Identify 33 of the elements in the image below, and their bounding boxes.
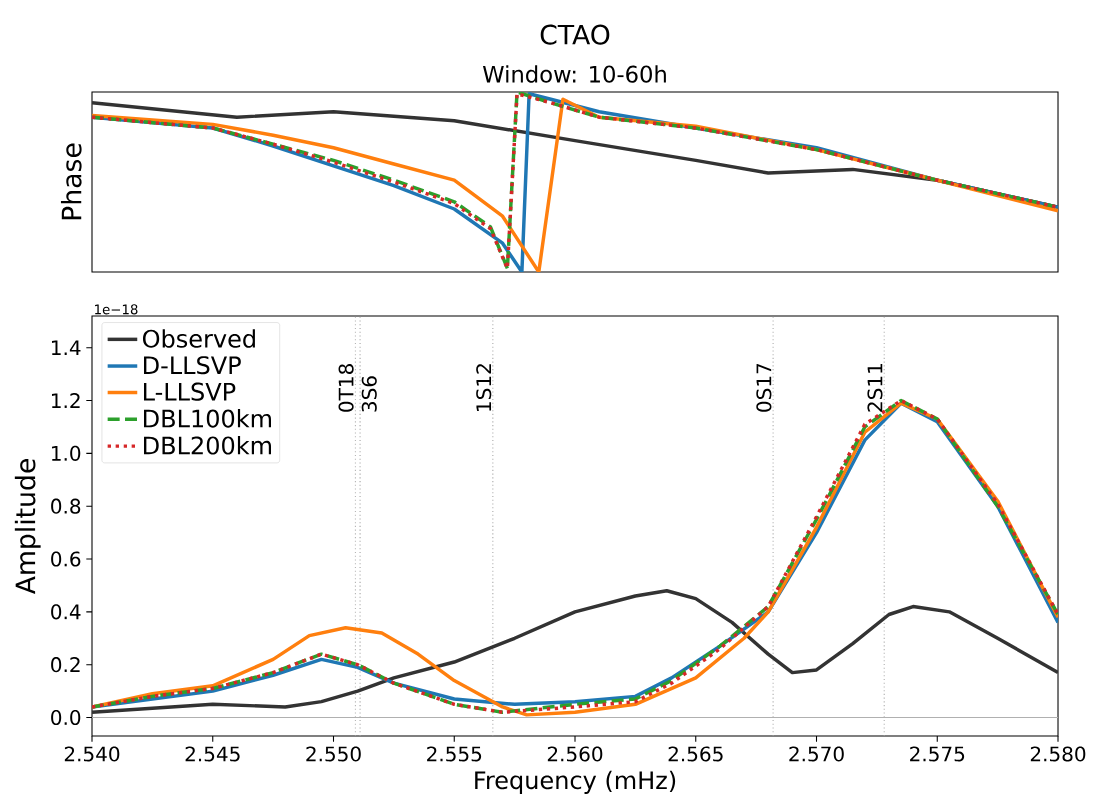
text: 1e−18: [95, 304, 138, 315]
x-tick-label: 2.555: [427, 746, 482, 762]
ref-line-label: 0T18: [338, 364, 354, 412]
legend-label: D-LLSVP: [144, 356, 241, 375]
x-tick-label: 2.575: [910, 746, 965, 762]
y-tick-label: 1.4: [51, 340, 81, 355]
y-axis-title: Amplitude: [14, 459, 41, 595]
x-tick-label: 2.580: [1030, 746, 1086, 762]
legend-label: DBL200km: [144, 435, 271, 455]
chart-subtitle: Window: 10-60h: [482, 65, 666, 83]
y-tick-label: 0.8: [51, 498, 81, 514]
legend-label: DBL100km: [144, 409, 271, 428]
x-axis-title: Frequency (mHz): [475, 770, 676, 794]
y-tick-label: 0.2: [51, 657, 80, 673]
x-tick-label: 2.550: [306, 746, 361, 762]
ref-line-label: 0S17: [756, 363, 772, 412]
x-tick-label: 2.565: [668, 746, 723, 762]
ref-line-label: 3S6: [361, 376, 377, 412]
ref-line-label: 1S12: [476, 364, 492, 411]
y-tick-label: 0.4: [51, 604, 81, 620]
y-tick-label: 0.6: [51, 551, 81, 567]
legend-label: Observed: [142, 329, 255, 348]
ref-line-label: 2S11: [867, 364, 883, 412]
chart-title: CTAO: [540, 24, 610, 45]
y-tick-label: 0.0: [51, 709, 81, 726]
y-tick-label: 1.0: [51, 445, 81, 461]
x-tick-label: 2.560: [547, 746, 603, 762]
y-tick-label: 1.2: [51, 393, 80, 408]
x-tick-label: 2.540: [64, 746, 120, 762]
x-tick-label: 2.545: [185, 746, 240, 762]
x-tick-label: 2.570: [789, 746, 844, 762]
legend-label: L-LLSVP: [144, 382, 236, 401]
y-axis-title: Phase: [60, 143, 82, 220]
